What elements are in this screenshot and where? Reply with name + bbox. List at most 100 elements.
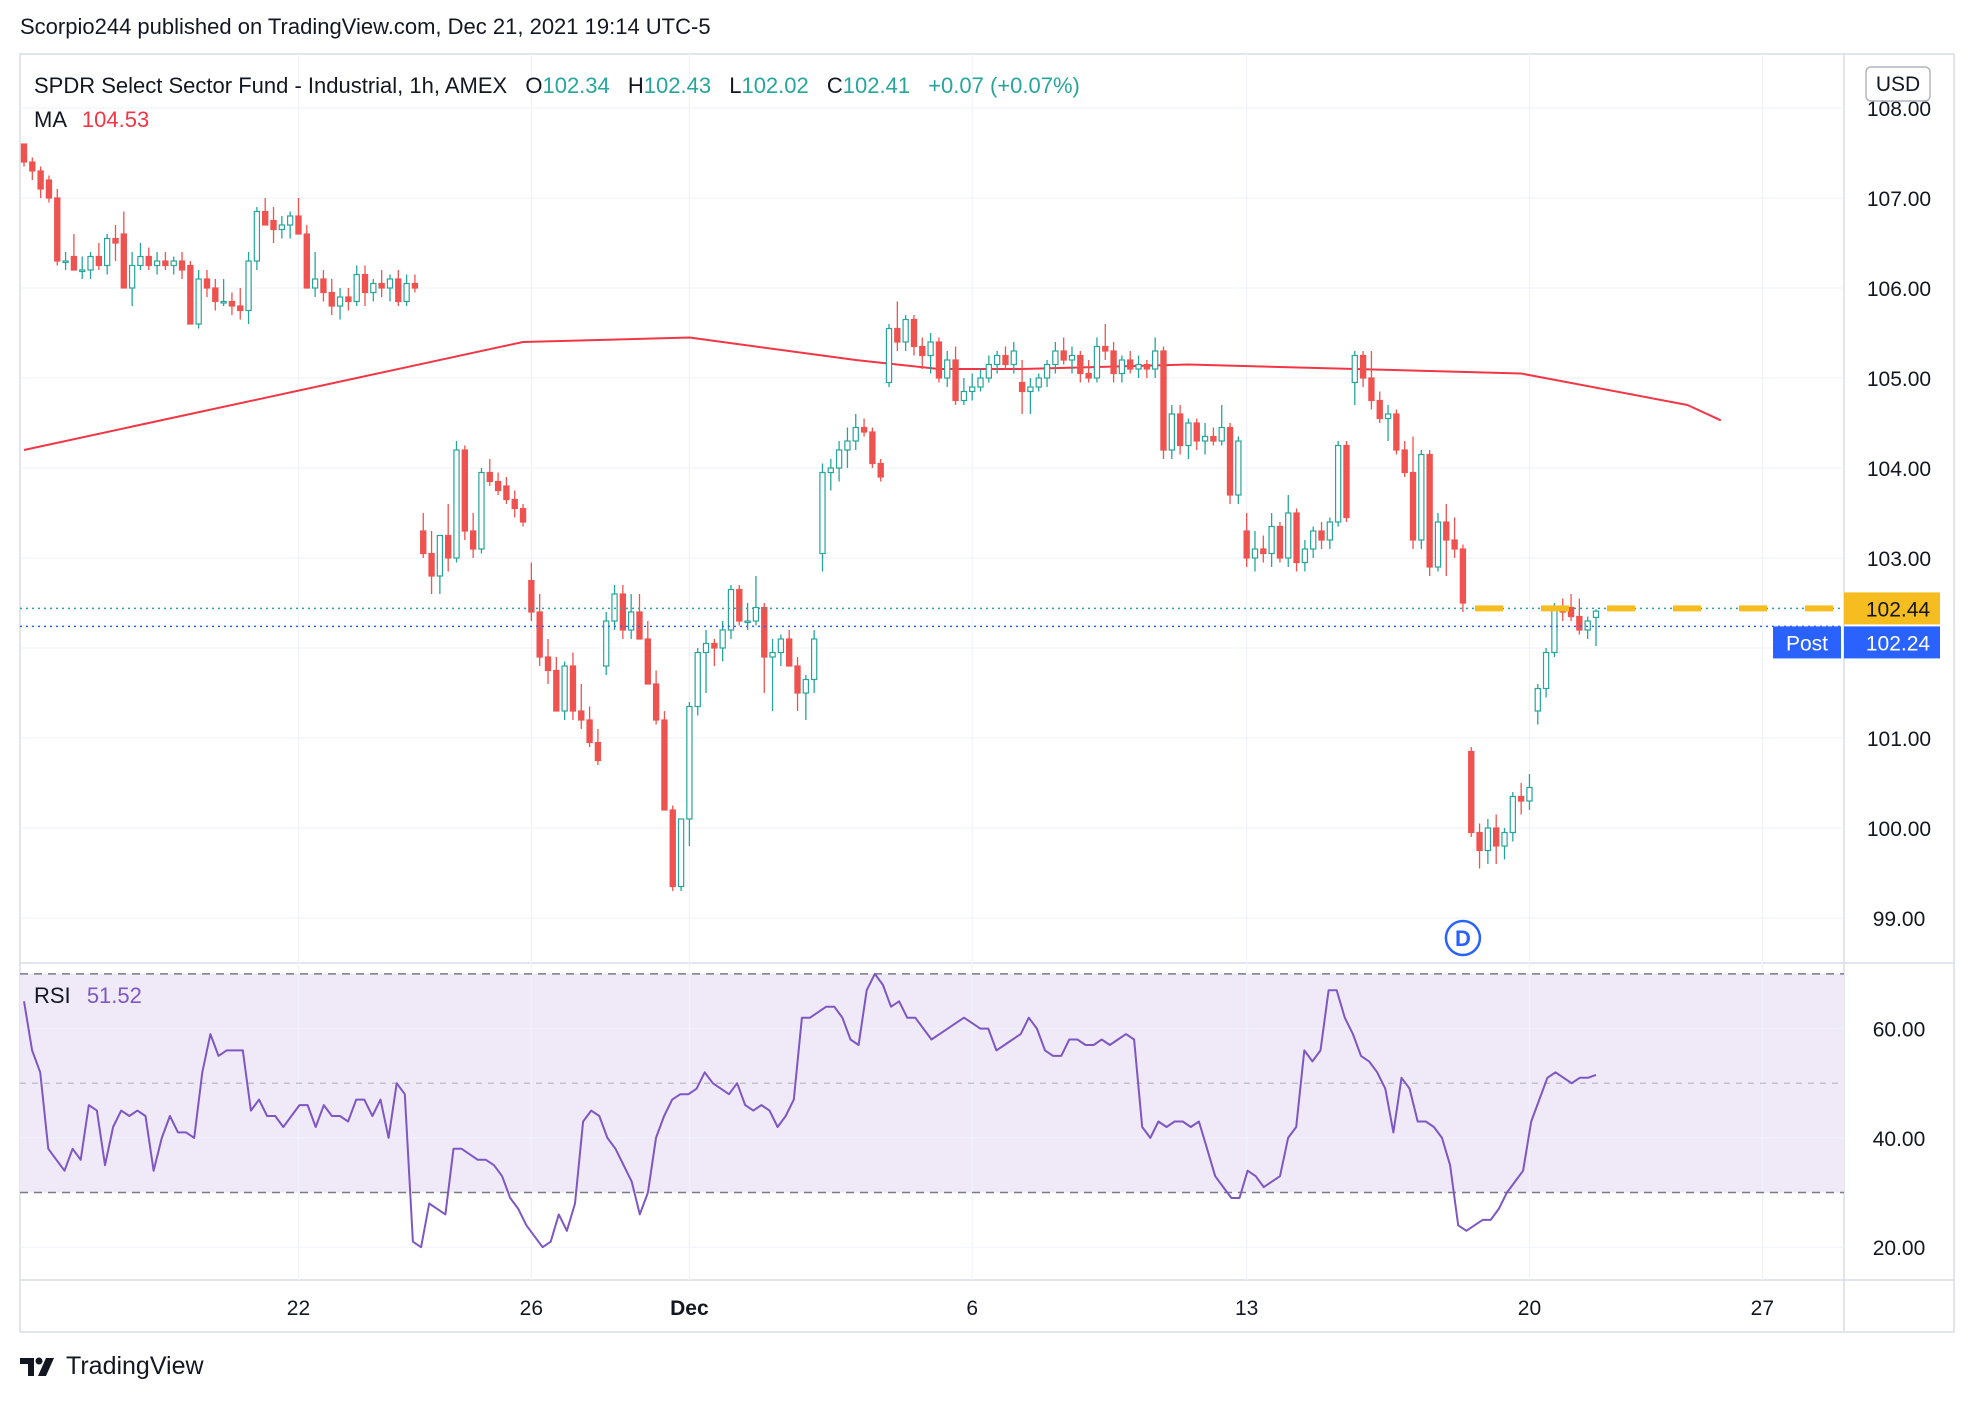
candle-body: [1160, 350, 1167, 451]
candle-body: [54, 197, 61, 262]
candle-body: [278, 224, 286, 231]
candle-body: [719, 629, 726, 649]
legend-close-label: C: [827, 73, 843, 98]
candle-body: [1501, 831, 1508, 847]
candle-body: [1052, 350, 1059, 366]
publisher-line: Scorpio244 published on TradingView.com,…: [20, 14, 711, 39]
legend-high-label: H: [628, 73, 644, 98]
candle-body: [1534, 687, 1541, 712]
candle-body: [1143, 363, 1151, 370]
candle-body: [561, 665, 568, 712]
candle-body: [386, 278, 394, 289]
candle-body: [1551, 606, 1558, 654]
candle-body: [453, 449, 460, 559]
ma-label[interactable]: MA: [34, 107, 67, 132]
candle-body: [1418, 453, 1425, 541]
rsi-series: [23, 972, 1597, 1249]
candle-body: [1318, 530, 1325, 541]
time-tick-label: 27: [1751, 1297, 1774, 1320]
candle-body: [611, 593, 618, 622]
candle-body: [794, 665, 801, 694]
tradingview-logo-icon: [20, 1357, 54, 1376]
candle-body: [112, 237, 119, 244]
candle-body: [877, 462, 884, 478]
candle-body: [1576, 615, 1583, 631]
legend-symbol[interactable]: SPDR Select Sector Fund - Industrial, 1h…: [34, 73, 508, 98]
time-tick-label: 22: [287, 1297, 310, 1320]
candle-body: [1426, 453, 1433, 568]
candle-body: [436, 534, 444, 577]
dividend-marker[interactable]: D: [1444, 919, 1482, 957]
candle-body: [145, 255, 152, 267]
candle-body: [694, 651, 701, 708]
candle-body: [1102, 345, 1109, 352]
brand-footer[interactable]: TradingView: [20, 1352, 204, 1381]
candle-body: [328, 291, 335, 307]
extended-hours-mark: [1541, 605, 1569, 612]
currency-button[interactable]: USD: [1865, 66, 1931, 102]
candle-body: [727, 588, 735, 631]
chart-legend: SPDR Select Sector Fund - Industrial, 1h…: [34, 73, 1080, 98]
candle-body: [536, 611, 543, 658]
price-tick-label: 105.00: [1867, 368, 1931, 391]
ma-legend: MA 104.53: [34, 107, 149, 132]
candle-body: [478, 471, 485, 550]
candle-body: [777, 638, 785, 654]
candle-body: [1276, 525, 1284, 559]
candle-body: [711, 642, 718, 649]
candle-body: [1135, 363, 1142, 370]
price-tick-label: 106.00: [1867, 278, 1931, 301]
legend-open-label: O: [525, 73, 542, 98]
candle-body: [178, 260, 186, 271]
candle-body: [1060, 350, 1067, 361]
extended-hours-mark: [1607, 605, 1635, 612]
price-tick-label: 107.00: [1867, 188, 1931, 211]
candle-body: [1068, 354, 1076, 361]
candle-body: [1285, 512, 1292, 559]
rsi-label[interactable]: RSI: [34, 983, 71, 1008]
candle-body: [103, 237, 111, 267]
candle-body: [345, 296, 352, 303]
candle-body: [1542, 651, 1550, 690]
candle-body: [1376, 399, 1383, 420]
candle-body: [1443, 521, 1450, 541]
candle-body: [702, 642, 710, 654]
candle-body: [195, 278, 202, 325]
candle-body: [1193, 422, 1200, 442]
candle-body: [835, 449, 843, 469]
candle-body: [45, 179, 53, 199]
candle-body: [1301, 548, 1309, 564]
candle-body: [336, 296, 344, 307]
candle-body: [810, 638, 818, 681]
candle-body: [1093, 345, 1101, 379]
candle-body: [860, 426, 868, 433]
candle-body: [37, 170, 44, 190]
candle-body: [744, 620, 751, 624]
candle-body: [952, 359, 959, 402]
time-tick-label: 20: [1518, 1297, 1541, 1320]
candle-body: [137, 255, 144, 267]
ma-value: 104.53: [82, 107, 149, 132]
candle-body: [1185, 422, 1192, 447]
candle-body: [403, 282, 410, 303]
candle-body: [1235, 440, 1242, 496]
candle-body: [1326, 521, 1334, 541]
candle-body: [603, 620, 610, 667]
candle-body: [1243, 530, 1250, 559]
legend-low-label: L: [729, 73, 741, 98]
candle-body: [128, 264, 136, 289]
candle-body: [253, 210, 261, 262]
candle-body: [852, 426, 859, 442]
rsi-levels: [20, 973, 1844, 1194]
candle-body: [228, 300, 236, 307]
candle-body: [378, 282, 385, 289]
candle-body: [1260, 548, 1267, 555]
candle-body: [1493, 827, 1500, 847]
candle-body: [494, 480, 502, 492]
candle-body: [669, 809, 676, 888]
legend-low-value: 102.02: [741, 73, 808, 98]
currency-label: USD: [1876, 73, 1920, 96]
candle-body: [761, 606, 768, 658]
candle-body: [627, 611, 635, 631]
